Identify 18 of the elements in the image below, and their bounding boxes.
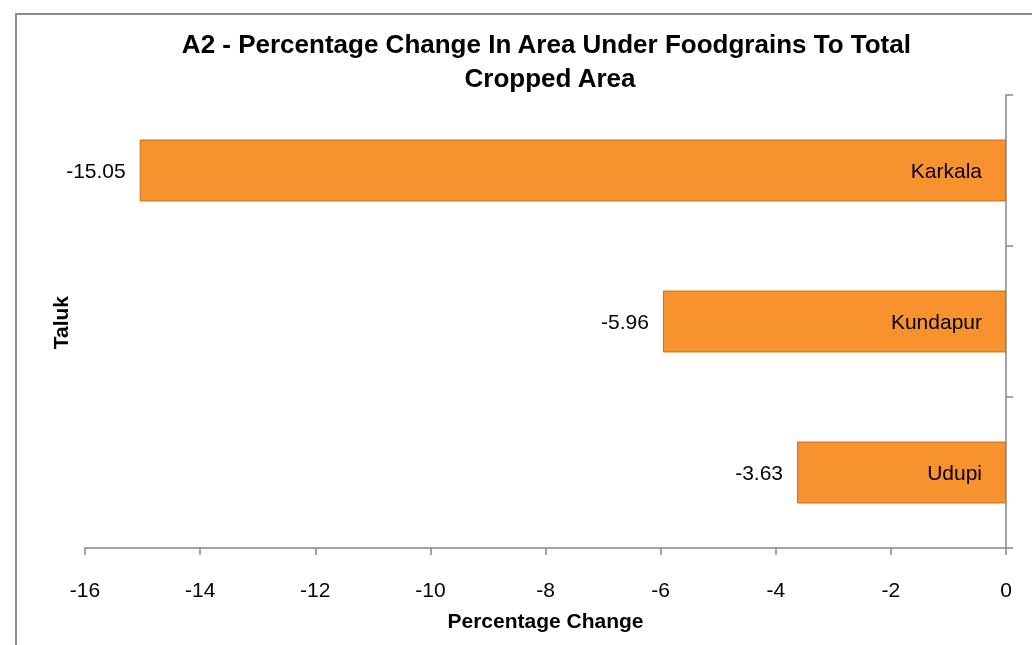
x-tick-label: -10 [415, 578, 446, 601]
data-label: -5.96 [601, 310, 649, 333]
x-tick-label: 0 [1000, 578, 1012, 601]
x-tick-label: -8 [536, 578, 555, 601]
y-tick-label: Udupi [927, 461, 982, 484]
x-axis-title: Percentage Change [447, 609, 644, 632]
data-label: -15.05 [66, 159, 126, 182]
x-tick-label: -2 [881, 578, 901, 601]
y-axis-title: Taluk [49, 295, 72, 350]
data-label: -3.63 [735, 461, 784, 484]
y-tick-label: Karkala [910, 159, 983, 182]
y-tick-label: Kundapur [890, 310, 982, 333]
x-tick-label: -14 [184, 578, 216, 601]
x-tick-label: -4 [766, 578, 786, 601]
chart-title: A2 - Percentage Change In Area Under Foodgrains To Total Cropped Area [181, 29, 919, 93]
x-tick-label: -6 [651, 578, 670, 601]
x-tick-label: -16 [69, 578, 101, 601]
x-tick-label: -12 [300, 578, 331, 601]
